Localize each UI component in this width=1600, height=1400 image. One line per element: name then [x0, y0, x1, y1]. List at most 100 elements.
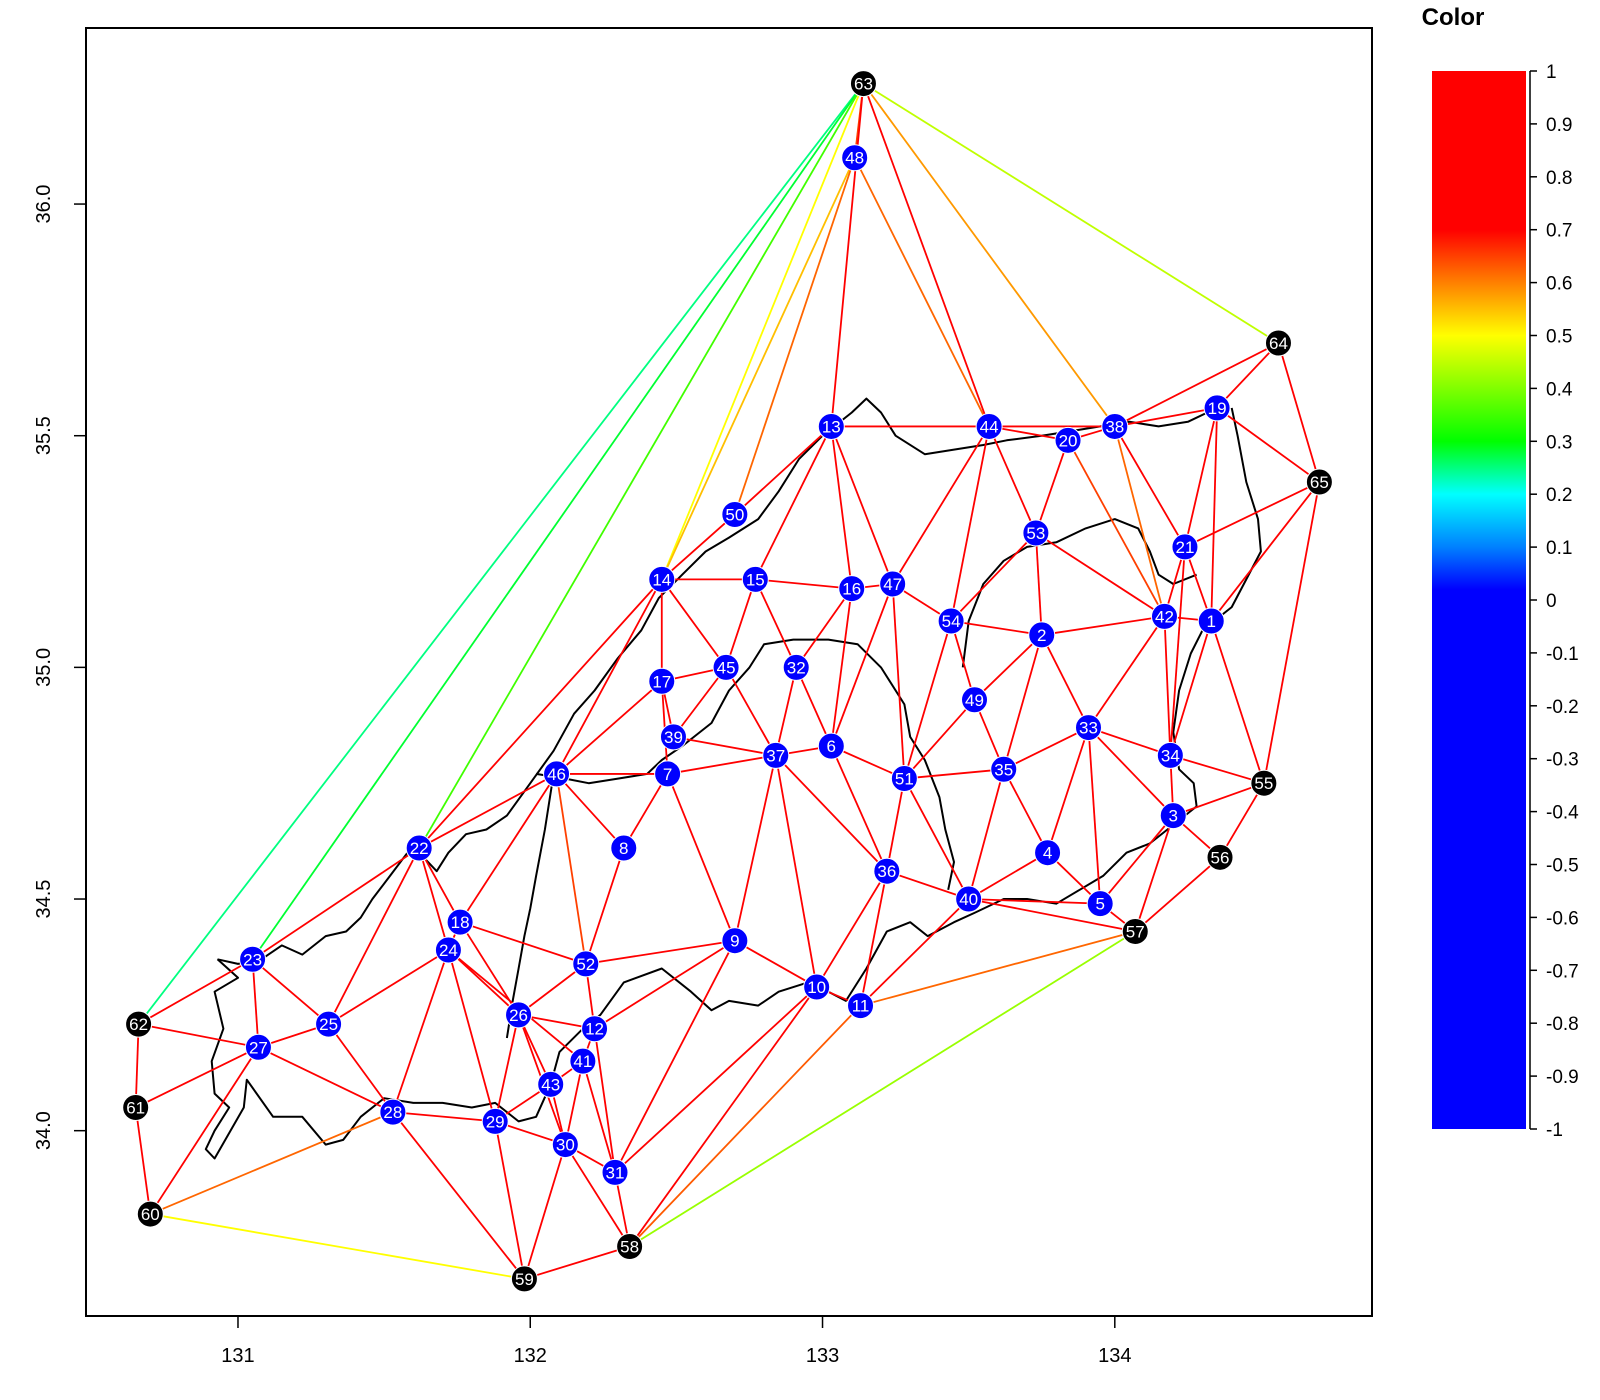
node-marker: [1150, 602, 1178, 630]
y-tick-label: 36.0: [33, 185, 55, 224]
color-legend: Color 1 0.9 0.8 0.7 0.6 0.5 0.4 0.3 0.2 0.1 0 -0.1 -…: [1422, 4, 1580, 1141]
node-marker: [434, 936, 462, 964]
edge-15-32: [754, 578, 798, 668]
edge-18-52: [459, 921, 587, 965]
edge-24-29: [447, 949, 497, 1122]
node-43: 43: [537, 1070, 565, 1098]
node-marker: [505, 1001, 533, 1029]
edge-36-40: [886, 870, 969, 900]
node-label: 64: [1269, 334, 1288, 353]
legend-tick-label: 0.4: [1546, 379, 1573, 400]
node-marker: [551, 1131, 579, 1159]
edge-63-38: [862, 83, 1116, 427]
edge-37-10: [774, 755, 818, 988]
node-marker: [1171, 533, 1199, 561]
node-label: 57: [1126, 922, 1145, 941]
node-51: 51: [890, 765, 918, 793]
edge-18-46: [459, 773, 558, 923]
edge-33-5: [1087, 727, 1102, 904]
node-marker: [937, 607, 965, 635]
node-26: 26: [505, 1001, 533, 1029]
edge-53-2: [1034, 532, 1043, 635]
node-22: 22: [405, 834, 433, 862]
edge-31-10: [614, 986, 818, 1174]
node-label: 7: [663, 765, 672, 784]
edge-62-27: [138, 1023, 259, 1049]
node-44: 44: [975, 412, 1003, 440]
node-23: 23: [239, 945, 267, 973]
edge-15-16: [755, 578, 852, 590]
node-label: 44: [980, 417, 999, 436]
node-marker: [817, 732, 845, 760]
legend-tick-label: -0.7: [1546, 961, 1579, 982]
node-54: 54: [937, 607, 965, 635]
node-label: 32: [787, 658, 806, 677]
node-label: 22: [410, 839, 429, 858]
edge-16-32: [795, 588, 853, 668]
node-57: 57: [1121, 917, 1149, 945]
edge-65-55: [1262, 481, 1321, 784]
node-marker: [1074, 714, 1102, 742]
node-label: 1: [1207, 612, 1216, 631]
edge-61-62: [134, 1024, 140, 1108]
node-label: 5: [1095, 895, 1104, 914]
node-marker: [1264, 329, 1292, 357]
node-28: 28: [379, 1098, 407, 1126]
node-marker: [955, 885, 983, 913]
node-marker: [648, 667, 676, 695]
node-40: 40: [955, 885, 983, 913]
edge-3-5: [1099, 815, 1174, 905]
legend-tick-label: -0.9: [1546, 1067, 1579, 1088]
node-42: 42: [1150, 602, 1178, 630]
x-tick-label: 134: [1098, 1345, 1131, 1367]
node-marker: [721, 927, 749, 955]
node-marker: [315, 1010, 343, 1038]
node-label: 12: [585, 1020, 604, 1039]
edge-33-4: [1046, 727, 1090, 853]
node-label: 38: [1105, 417, 1124, 436]
node-6: 6: [817, 732, 845, 760]
node-marker: [782, 653, 810, 681]
edge-59-60: [150, 1213, 525, 1280]
edge-47-44: [891, 425, 990, 585]
node-63: 63: [849, 70, 877, 98]
node-label: 47: [883, 575, 902, 594]
edge-13-47: [830, 426, 894, 585]
coastline-layer: [204, 397, 1262, 1160]
edge-59-30: [523, 1144, 567, 1280]
node-label: 35: [994, 760, 1013, 779]
node-47: 47: [879, 570, 907, 598]
node-label: 16: [842, 580, 861, 599]
edge-9-10: [734, 939, 818, 988]
node-label: 28: [383, 1103, 402, 1122]
node-label: 41: [573, 1052, 592, 1071]
edge-2-33: [1040, 634, 1090, 729]
edge-55-56: [1219, 782, 1265, 858]
coastline: [217, 397, 1218, 965]
edge-51-40: [903, 778, 970, 900]
edge-33-3: [1087, 726, 1174, 817]
node-marker: [405, 834, 433, 862]
node-marker: [873, 857, 901, 885]
edge-2-35: [1002, 634, 1043, 770]
node-label: 48: [845, 149, 864, 168]
edge-23-25: [252, 958, 330, 1025]
node-marker: [1022, 519, 1050, 547]
node-marker: [654, 760, 682, 788]
node-label: 34: [1161, 746, 1180, 765]
edge-63-23: [251, 83, 865, 960]
node-label: 20: [1059, 431, 1078, 450]
edge-63-64: [862, 82, 1279, 344]
node-label: 53: [1026, 524, 1045, 543]
node-label: 51: [895, 770, 914, 789]
edge-32-6: [795, 667, 833, 747]
node-marker: [990, 755, 1018, 783]
node-13: 13: [817, 412, 845, 440]
edge-28-29: [392, 1111, 496, 1123]
node-marker: [1121, 917, 1149, 945]
node-label: 19: [1208, 399, 1227, 418]
node-label: 52: [576, 955, 595, 974]
node-label: 25: [319, 1015, 338, 1034]
node-61: 61: [122, 1094, 150, 1122]
